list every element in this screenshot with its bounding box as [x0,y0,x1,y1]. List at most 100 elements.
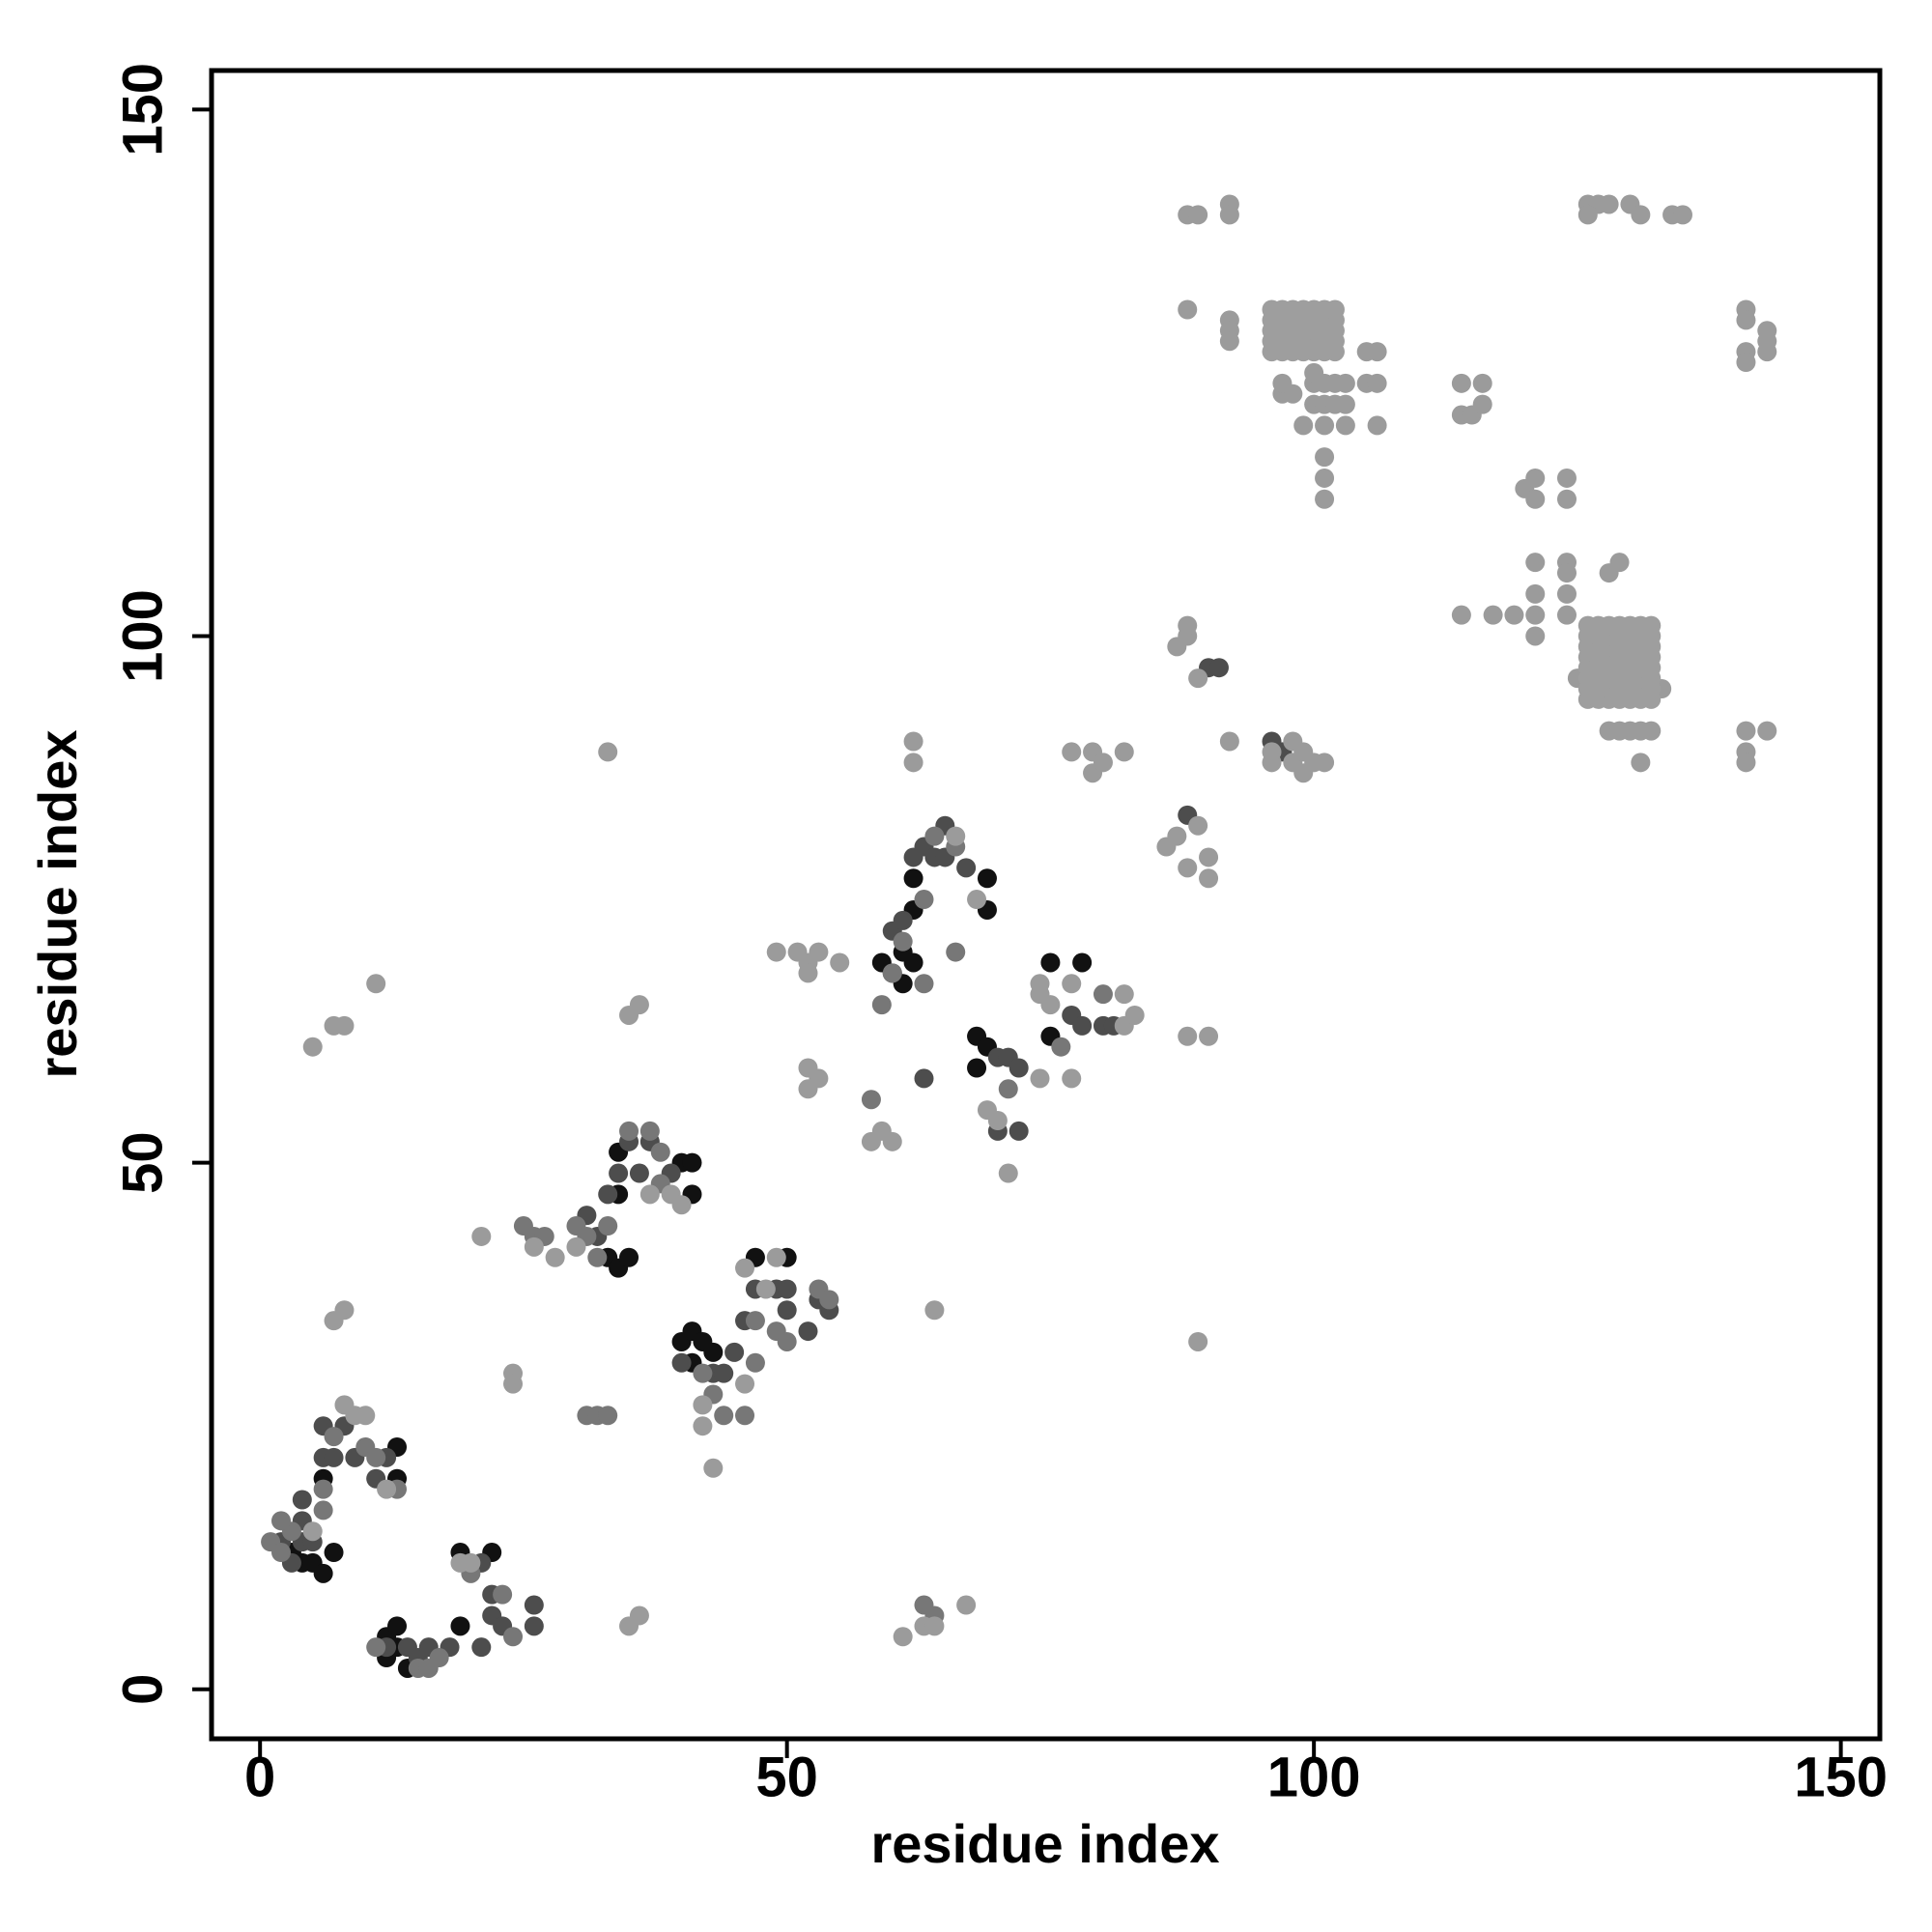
contact-point [819,1290,839,1310]
contact-point [924,1616,945,1636]
contact-point [1367,373,1387,393]
contact-point [703,1458,724,1478]
contact-point [1124,1005,1145,1025]
contact-point [882,963,902,983]
contact-point [1178,615,1198,636]
contact-point [334,1300,355,1321]
contact-point [914,890,934,910]
contact-point [1178,1026,1198,1046]
contact-point [524,1595,544,1615]
contact-point [461,1552,481,1573]
contact-point [1167,826,1187,846]
contact-point [598,1184,618,1205]
contact-point [998,1163,1018,1183]
contact-point [1062,742,1082,762]
contact-point [1525,489,1546,509]
x-tick-label: 50 [755,1746,818,1808]
contact-point [1199,847,1219,867]
contact-point [324,1427,344,1447]
contact-point [735,1374,755,1394]
contact-point [598,742,618,762]
contact-point [1736,753,1756,773]
contact-point [1672,205,1692,225]
contact-point [302,1037,323,1057]
contact-point [1451,373,1471,393]
contact-point [1556,563,1577,583]
contact-point [1093,984,1113,1005]
contact-point [745,1352,765,1373]
contact-point [1335,394,1355,414]
contact-point [1609,553,1630,573]
contact-point [903,868,923,889]
contact-point [777,1279,797,1299]
contact-point [503,1374,524,1394]
contact-point [1483,605,1503,625]
contact-point [1030,1068,1050,1089]
contact-point [629,1605,649,1626]
contact-point [1631,205,1651,225]
x-tick-label: 100 [1267,1746,1361,1808]
contact-point [313,1563,333,1583]
contact-point [1631,753,1651,773]
contact-point [609,1163,629,1183]
contact-point [914,1068,934,1089]
contact-point [1114,984,1134,1005]
contact-point [1072,1015,1093,1036]
contact-point [1188,815,1208,836]
contact-point [882,1131,902,1151]
contact-point [798,963,818,983]
contact-point [503,1627,524,1647]
contact-point [1009,1121,1029,1141]
contact-point [1040,995,1061,1015]
contact-point [903,731,923,752]
contact-point [1641,615,1662,636]
contact-point [946,826,966,846]
contact-point [587,1247,608,1267]
plot-frame [209,68,1883,1742]
contact-point [429,1648,449,1668]
contact-point [334,1395,355,1415]
contact-point [1199,868,1219,889]
contact-point [798,1321,818,1342]
contact-point [313,1500,333,1520]
contact-point [366,974,386,994]
contact-point [1599,194,1619,214]
y-tick-label: 100 [111,589,174,683]
contact-point [809,942,829,962]
contact-point [1199,1026,1219,1046]
x-tick-label: 0 [244,1746,275,1808]
contact-point [1641,721,1662,741]
contact-point [1293,742,1314,762]
contact-point [1062,1068,1082,1089]
contact-point [1315,489,1335,509]
contact-point [693,1395,713,1415]
contact-point [1367,342,1387,362]
x-axis-label: residue index [870,1813,1219,1874]
contact-point [777,1331,797,1351]
contact-point [524,1616,544,1636]
contact-point [1736,310,1756,330]
x-tick-label: 150 [1794,1746,1888,1808]
contact-point [755,1279,776,1299]
contact-point [671,1195,692,1215]
contact-point [1757,321,1777,341]
contact-point [967,1058,987,1078]
contact-point [1556,605,1577,625]
contact-point [714,1363,734,1383]
contact-point [1188,1331,1208,1351]
contact-point [387,1616,408,1636]
contact-point [1188,668,1208,689]
contact-point [735,1406,755,1426]
contact-point [693,1416,713,1436]
contact-point [1072,952,1093,973]
contact-point [1324,299,1345,320]
contact-point [1525,626,1546,646]
contact-point [1178,299,1198,320]
contact-point [693,1363,713,1383]
contact-point [766,942,786,962]
contact-point [714,1406,734,1426]
y-axis-label: residue index [27,729,88,1078]
contact-point [1556,583,1577,604]
contact-point [956,858,977,878]
